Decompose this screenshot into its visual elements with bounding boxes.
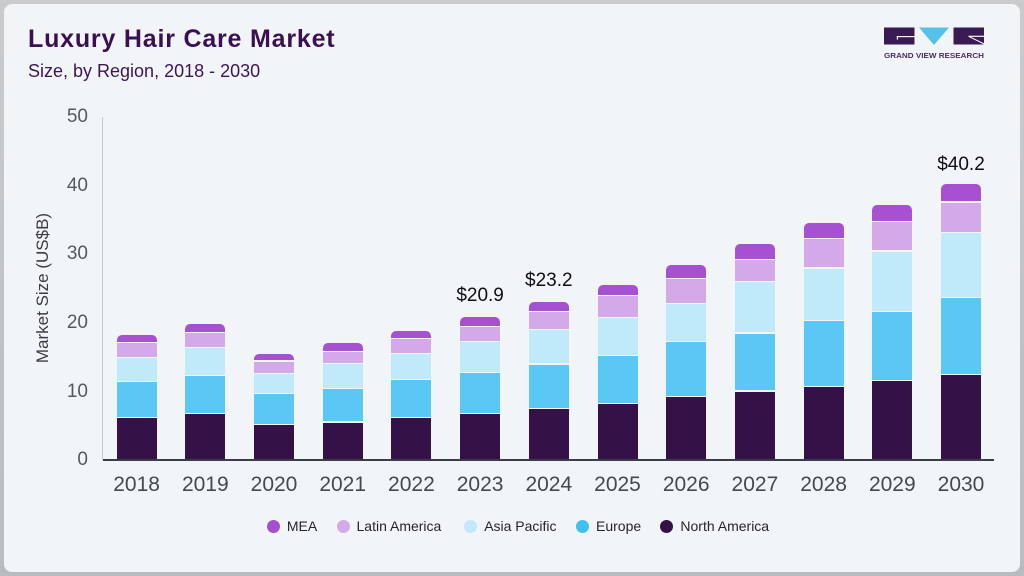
svg-text:GRAND VIEW RESEARCH: GRAND VIEW RESEARCH (884, 53, 984, 60)
